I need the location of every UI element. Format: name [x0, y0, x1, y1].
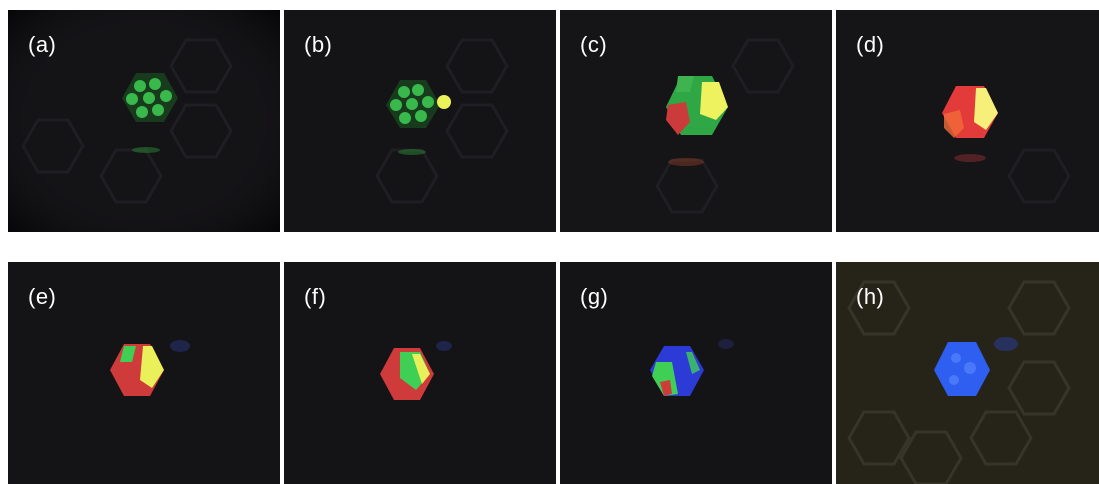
- panel-a: (a): [8, 10, 280, 232]
- panel-label: (a): [28, 32, 57, 57]
- panel-label: (e): [28, 284, 57, 309]
- micrograph-h: [836, 262, 1099, 484]
- micrograph-f: [284, 262, 556, 484]
- panel-label: (b): [304, 32, 333, 57]
- panel-f: (f): [284, 262, 556, 484]
- micrograph-b: [284, 10, 556, 232]
- panel-label: (h): [856, 284, 885, 309]
- panel-h: (h): [836, 262, 1099, 484]
- panel-label: (g): [580, 284, 609, 309]
- panel-e: (e): [8, 262, 280, 484]
- panel-label: (f): [304, 284, 327, 309]
- micrograph-g: [560, 262, 832, 484]
- panel-b: (b): [284, 10, 556, 232]
- panel-d: (d): [836, 10, 1099, 232]
- panel-label: (d): [856, 32, 885, 57]
- micrograph-e: [8, 262, 280, 484]
- micrograph-d: [836, 10, 1099, 232]
- micrograph-a: [8, 10, 280, 232]
- panel-label: (c): [580, 32, 608, 57]
- panel-g: (g): [560, 262, 832, 484]
- panel-c: (c): [560, 10, 832, 232]
- micrograph-c: [560, 10, 832, 232]
